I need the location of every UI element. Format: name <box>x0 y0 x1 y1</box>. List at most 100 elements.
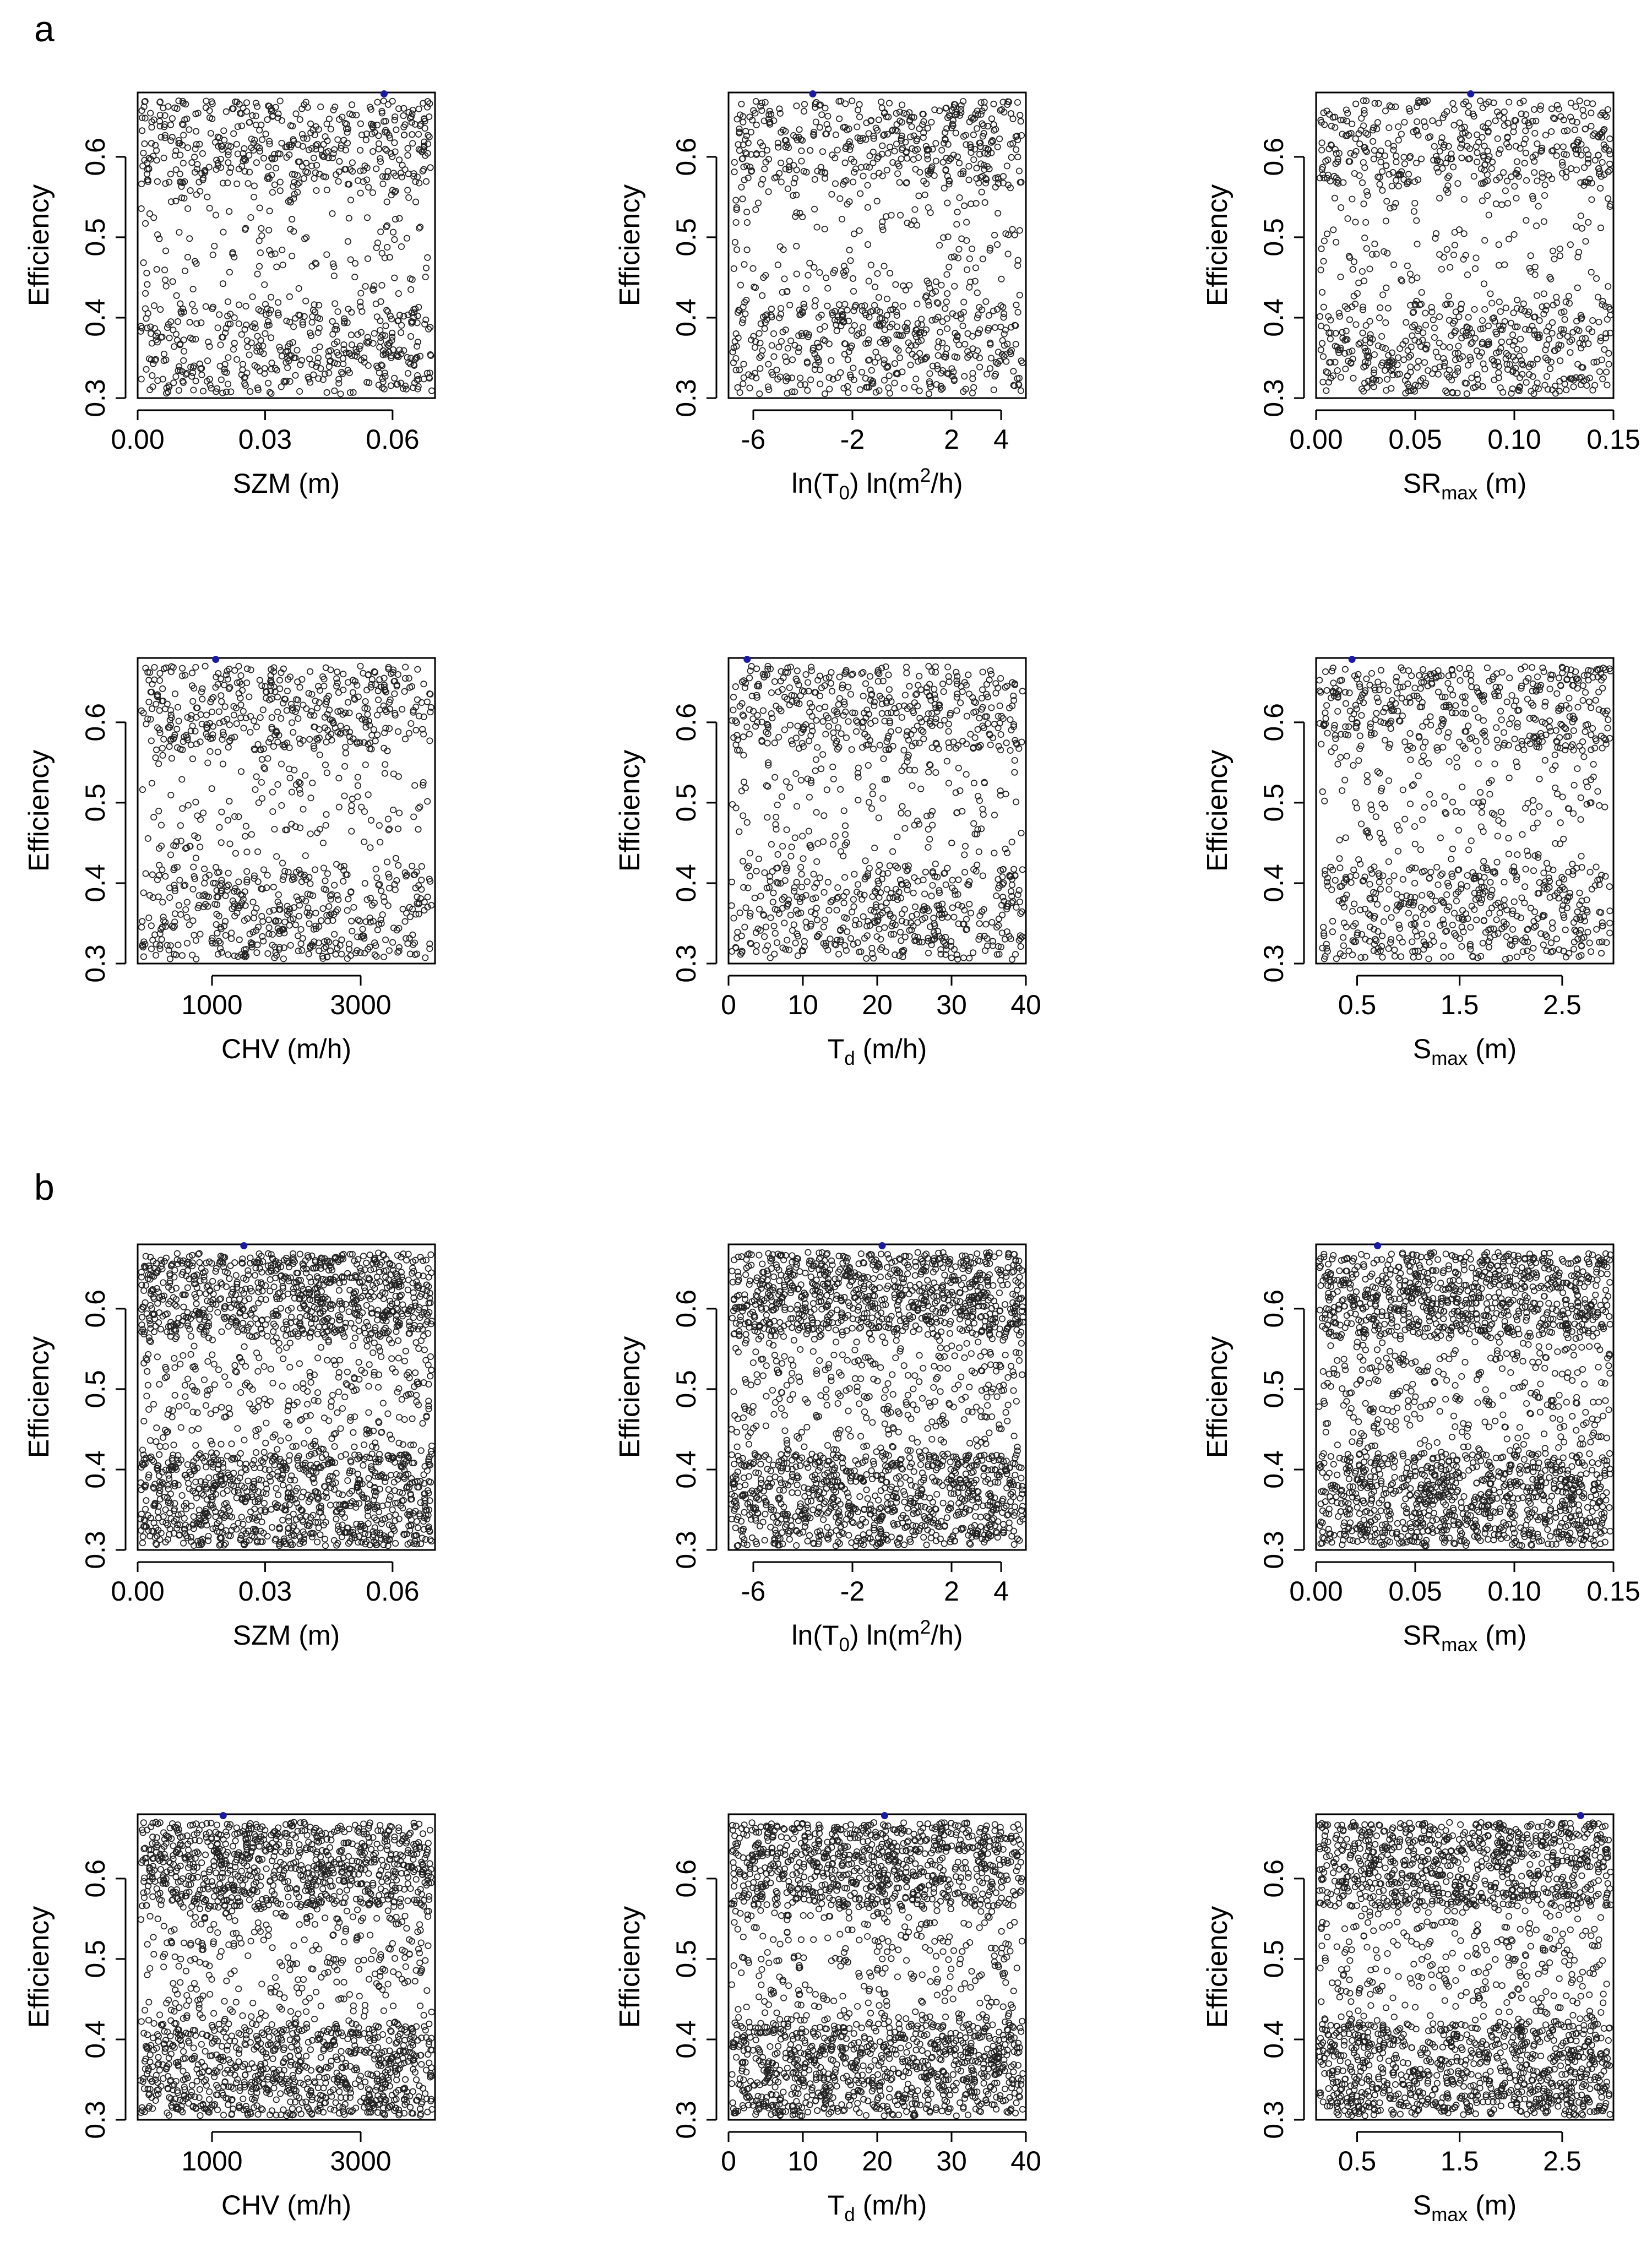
data-point <box>193 665 198 670</box>
data-point <box>892 148 897 154</box>
data-point <box>944 291 950 296</box>
x-tick-label: 3000 <box>330 989 391 1020</box>
data-point <box>836 116 842 122</box>
data-point <box>1590 101 1595 106</box>
data-point <box>909 783 915 788</box>
data-point <box>397 312 403 318</box>
data-point <box>731 266 737 271</box>
data-point <box>1471 173 1477 179</box>
data-point <box>318 104 323 110</box>
data-point <box>218 363 223 369</box>
data-point <box>364 177 369 182</box>
data-point <box>396 157 402 162</box>
data-point <box>258 250 263 255</box>
data-point <box>787 302 792 308</box>
data-point <box>1391 143 1396 149</box>
data-point <box>1013 799 1019 804</box>
data-point <box>1567 301 1572 306</box>
data-point <box>1501 170 1506 175</box>
data-point <box>379 251 385 256</box>
data-point <box>197 931 203 937</box>
data-point <box>971 385 976 390</box>
points-a2 <box>730 98 1026 396</box>
data-point <box>193 855 199 861</box>
data-point <box>795 723 800 728</box>
data-point <box>1522 160 1528 166</box>
data-point <box>1589 269 1594 275</box>
data-point <box>248 667 253 672</box>
data-point <box>884 900 889 906</box>
data-point <box>1009 226 1015 232</box>
data-point <box>265 380 271 386</box>
data-point <box>740 196 745 202</box>
data-point <box>860 330 865 336</box>
data-point <box>191 387 196 393</box>
data-point <box>762 166 767 172</box>
data-point <box>375 688 381 694</box>
data-point <box>316 948 322 954</box>
data-point <box>747 873 753 879</box>
data-point <box>203 98 209 104</box>
data-point <box>1574 167 1579 172</box>
data-point <box>741 734 746 739</box>
data-point <box>357 663 363 669</box>
data-point <box>1322 238 1327 243</box>
data-point <box>149 706 155 711</box>
data-point <box>403 664 408 670</box>
data-point <box>346 215 352 221</box>
data-point <box>181 160 186 166</box>
data-point <box>970 371 975 376</box>
data-point <box>1461 197 1467 202</box>
data-point <box>195 835 200 840</box>
data-point <box>1546 172 1552 178</box>
data-point <box>812 177 818 182</box>
data-point <box>390 347 396 352</box>
data-point <box>193 128 199 134</box>
data-point <box>1481 281 1487 286</box>
data-point <box>332 146 337 152</box>
data-point <box>808 377 813 383</box>
data-point <box>377 707 383 712</box>
data-point <box>863 681 868 686</box>
data-point <box>269 715 275 720</box>
data-point <box>259 796 265 801</box>
data-point <box>205 358 210 363</box>
data-point <box>392 237 397 242</box>
data-point <box>1607 167 1612 173</box>
data-point <box>1450 101 1455 106</box>
data-point <box>355 178 361 183</box>
data-point <box>1003 327 1008 333</box>
data-point <box>1568 242 1573 247</box>
data-point <box>218 342 223 347</box>
data-point <box>949 840 954 846</box>
x-tick-label: -2 <box>840 424 865 455</box>
data-point <box>150 937 155 943</box>
points-a1 <box>138 98 434 397</box>
data-point <box>157 931 163 937</box>
data-point <box>341 793 347 798</box>
data-point <box>892 380 897 385</box>
data-point <box>764 148 770 153</box>
data-point <box>180 666 185 671</box>
data-point <box>1420 330 1426 335</box>
data-point <box>343 744 348 750</box>
data-point <box>830 730 836 736</box>
data-point <box>811 871 816 877</box>
data-point <box>1330 227 1336 232</box>
data-point <box>225 818 231 823</box>
data-point <box>236 663 241 669</box>
data-point <box>997 703 1003 709</box>
data-point <box>297 117 303 122</box>
data-point <box>1461 231 1467 236</box>
data-point <box>813 757 819 762</box>
data-point <box>820 752 825 757</box>
data-point <box>1458 145 1463 150</box>
data-point <box>183 907 188 912</box>
data-point <box>860 324 866 330</box>
data-point <box>950 877 955 883</box>
data-point <box>349 829 354 834</box>
data-point <box>800 856 806 861</box>
data-point <box>392 376 397 381</box>
data-point <box>839 216 845 222</box>
data-point <box>762 870 767 875</box>
